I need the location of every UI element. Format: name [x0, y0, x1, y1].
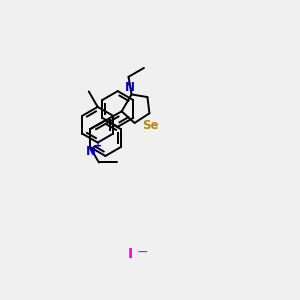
Text: N: N — [86, 146, 96, 158]
Text: +: + — [94, 141, 102, 151]
Text: −: − — [136, 245, 148, 259]
Text: Se: Se — [142, 119, 159, 132]
Text: N: N — [124, 81, 135, 94]
Text: I: I — [128, 247, 133, 261]
